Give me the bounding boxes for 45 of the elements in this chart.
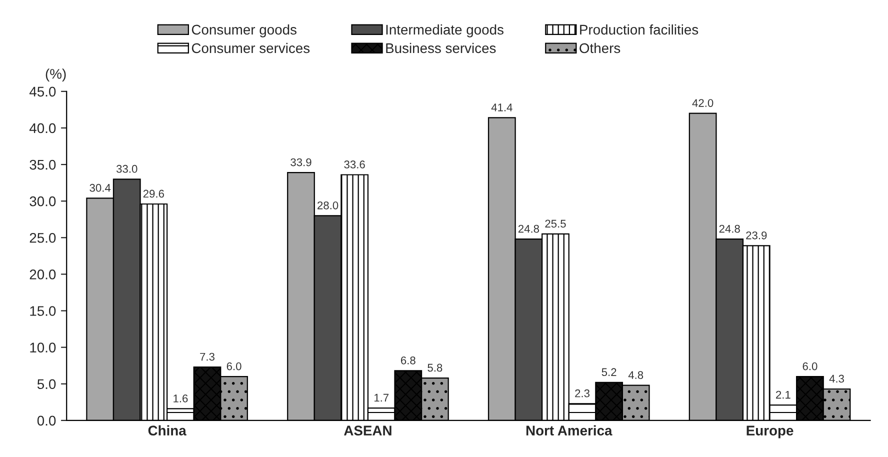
data-label: 1.6: [174, 394, 188, 402]
y-tick-label: 25.0: [30, 232, 56, 243]
data-label: 28.0: [318, 201, 338, 210]
y-tick-label: 45.0: [29, 86, 56, 97]
y-tick-label: 0.0: [37, 416, 56, 426]
x-tick-label: ASEAN: [344, 426, 392, 436]
legend-label: Intermediate goods: [386, 24, 504, 38]
x-tick-label: Europe: [746, 426, 794, 438]
y-tick-label: 20.0: [30, 270, 56, 280]
data-label: 24.8: [719, 224, 740, 233]
data-label: 6.8: [400, 356, 416, 364]
data-label: 33.9: [290, 158, 312, 166]
x-tick-label: China: [148, 425, 186, 436]
data-label: 7.3: [200, 352, 214, 361]
legend-label: Production facilities: [580, 24, 698, 35]
y-tick-label: 15.0: [30, 306, 56, 316]
data-label: 5.8: [428, 364, 442, 372]
data-label: 5.2: [602, 368, 616, 376]
legend-label: Others: [580, 42, 620, 54]
data-label: 25.5: [545, 220, 566, 228]
data-label: 2.3: [575, 389, 590, 398]
data-label: 23.9: [746, 231, 767, 240]
y-tick-label: 10.0: [30, 342, 56, 352]
data-label: 33.6: [344, 160, 365, 168]
y-tick-label: 40.0: [29, 123, 56, 134]
data-label: 2.1: [776, 390, 790, 399]
legend-label: Consumer goods: [192, 24, 296, 38]
y-tick-label: 30.0: [30, 196, 56, 206]
data-label: 4.3: [829, 374, 844, 383]
data-label: 42.0: [692, 99, 714, 107]
y-tick-label: 5.0: [37, 379, 56, 390]
data-label: 24.8: [518, 224, 540, 233]
data-label: 33.0: [116, 164, 138, 173]
data-label: 4.8: [628, 371, 644, 379]
data-label: 29.6: [143, 190, 164, 198]
data-label: 41.4: [491, 104, 512, 112]
data-label: 1.7: [374, 394, 389, 402]
data-label: 6.0: [226, 362, 242, 370]
y-axis-title: (%): [46, 68, 66, 82]
data-label: 6.0: [802, 362, 818, 370]
x-tick-label: Nort America: [526, 425, 612, 436]
legend-label: Business services: [386, 42, 496, 54]
y-tick-label: 35.0: [30, 160, 56, 170]
data-label: 30.4: [90, 184, 111, 192]
legend-label: Consumer services: [192, 42, 310, 54]
